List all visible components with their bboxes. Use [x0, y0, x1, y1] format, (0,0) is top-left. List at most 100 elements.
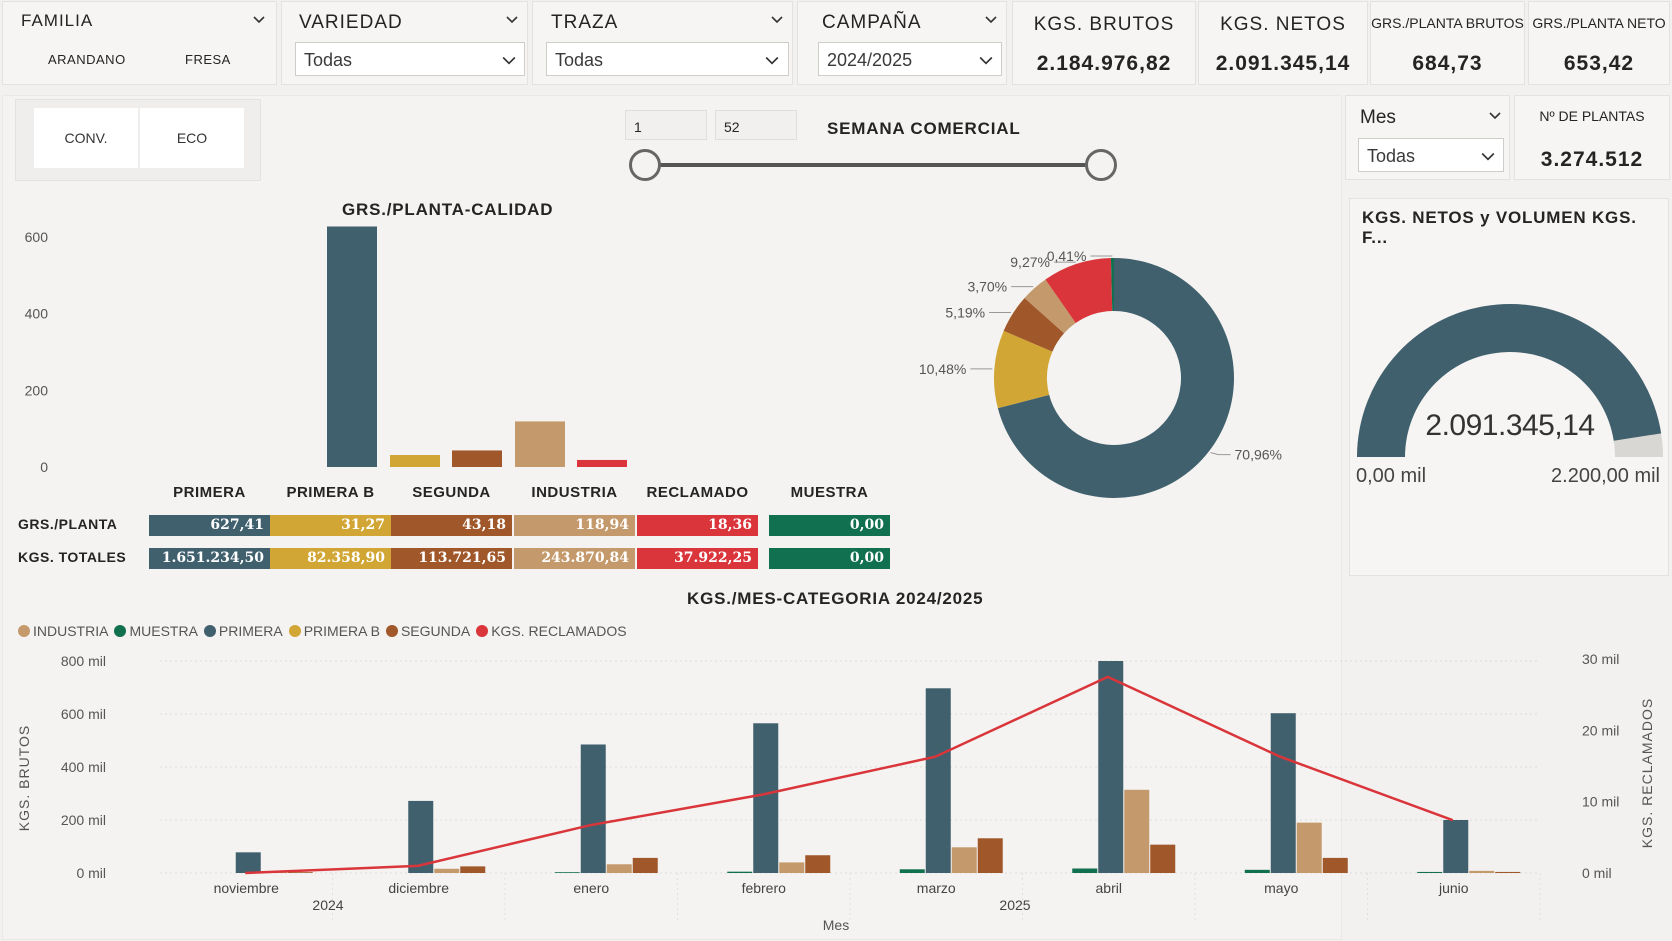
y-tick-label: 0 mil	[76, 865, 106, 881]
table-header[interactable]: RECLAMADO	[646, 484, 749, 501]
table-header[interactable]: INDUSTRIA	[531, 484, 618, 501]
legend-label: KGS. RECLAMADOS	[491, 623, 627, 639]
bar-segunda[interactable]	[452, 450, 502, 467]
chevron-down-icon[interactable]	[253, 14, 265, 26]
bar-muestra-marzo[interactable]	[899, 869, 925, 873]
bar-primera[interactable]	[327, 226, 377, 467]
legend-item[interactable]: MUESTRA	[114, 621, 198, 641]
bar-industria[interactable]	[515, 421, 565, 467]
semana-from-input[interactable]: 1	[625, 110, 707, 140]
chevron-down-icon	[1481, 152, 1495, 161]
chevron-down-icon[interactable]	[771, 14, 783, 26]
kpi-label: Nº DE PLANTAS	[1539, 108, 1645, 124]
x-tick-label: mayo	[1264, 880, 1298, 896]
bar-industria-febrero[interactable]	[779, 862, 805, 873]
bar-segunda-junio[interactable]	[1495, 871, 1521, 873]
bar-primera-noviembre[interactable]	[235, 852, 261, 873]
table-cell: 243.870,84	[514, 548, 635, 569]
donut-leader-line	[1210, 452, 1231, 456]
donut-data-label: 5,19%	[945, 304, 985, 320]
legend-label: INDUSTRIA	[33, 623, 109, 639]
legend-item[interactable]: INDUSTRIA	[18, 621, 108, 641]
donut-slice-primera[interactable]	[997, 258, 1234, 498]
variedad-value: Todas	[304, 50, 353, 70]
bar-muestra-junio[interactable]	[1417, 871, 1443, 873]
mes-value: Todas	[1367, 146, 1416, 166]
chevron-down-icon[interactable]	[506, 14, 518, 26]
bar-segunda-diciembre[interactable]	[460, 866, 486, 873]
familia-option-arandano[interactable]: ARANDANO	[48, 52, 126, 67]
semana-slider-track[interactable]	[645, 163, 1100, 167]
chevron-down-icon[interactable]	[985, 14, 997, 26]
legend-dot-icon	[288, 625, 301, 637]
traza-dropdown[interactable]: Todas	[546, 42, 789, 76]
bar-reclamado[interactable]	[577, 459, 627, 467]
bar-primera-junio[interactable]	[1443, 820, 1469, 873]
legend-item[interactable]: PRIMERA B	[288, 621, 380, 641]
bar-industria-junio[interactable]	[1469, 870, 1495, 873]
bar-muestra-enero[interactable]	[554, 872, 580, 873]
semana-to-input[interactable]: 52	[715, 110, 797, 140]
campana-dropdown[interactable]: 2024/2025	[818, 42, 1002, 76]
tipo-option-conv[interactable]: CONV.	[34, 108, 138, 168]
kpi-grs-planta-neto: GRS./PLANTA NETO 653,42	[1528, 1, 1670, 85]
donut-slice-reclamado[interactable]	[1045, 258, 1113, 324]
legend-item[interactable]: SEGUNDA	[385, 621, 470, 641]
donut-slice-segunda[interactable]	[1003, 297, 1065, 352]
table-header[interactable]: MUESTRA	[790, 484, 869, 501]
bar-segunda-abril[interactable]	[1150, 844, 1176, 873]
bar-segunda-noviembre[interactable]	[287, 872, 313, 873]
gauge-card: KGS. NETOS y VOLUMEN KGS. F... 2.091.345…	[1349, 198, 1669, 576]
bar-segunda-marzo[interactable]	[977, 838, 1003, 873]
bar-muestra-mayo[interactable]	[1244, 869, 1270, 873]
bar-primera-febrero[interactable]	[753, 723, 779, 873]
y2-axis-title: KGS. RECLAMADOS	[1639, 698, 1655, 848]
bar-primera-abril[interactable]	[1098, 661, 1124, 873]
grs-planta-bar-chart: 0 200 400 600	[25, 226, 627, 475]
campana-slicer: CAMPAÑA 2024/2025	[797, 1, 1007, 85]
x-tick-label: marzo	[917, 880, 956, 896]
x-tick-label: noviembre	[214, 880, 280, 896]
bar-primera-marzo[interactable]	[925, 688, 951, 873]
gauge-title: KGS. NETOS y VOLUMEN KGS. F...	[1362, 208, 1637, 247]
y2-tick-label: 30 mil	[1582, 651, 1619, 667]
bar-industria-diciembre[interactable]	[434, 868, 460, 873]
gauge-svg	[1357, 303, 1663, 457]
familia-option-fresa[interactable]: FRESA	[185, 52, 231, 67]
bar-industria-abril[interactable]	[1124, 789, 1150, 873]
line-kgs-reclamados[interactable]	[245, 675, 1454, 875]
table-cell: 0,00	[769, 515, 890, 536]
bar-muestra-febrero[interactable]	[727, 871, 753, 873]
bar-primera-enero[interactable]	[580, 744, 606, 873]
table-header[interactable]: PRIMERA	[173, 484, 246, 501]
bar-muestra-abril[interactable]	[1072, 868, 1098, 873]
table-row-label: GRS./PLANTA	[18, 516, 118, 532]
donut-slice-industria[interactable]	[1024, 279, 1076, 334]
bar-industria-enero[interactable]	[606, 864, 632, 873]
donut-slice-primera-b[interactable]	[994, 330, 1053, 409]
legend-item[interactable]: KGS. RECLAMADOS	[476, 621, 627, 641]
bar-segunda-enero[interactable]	[632, 857, 658, 873]
variedad-title: VARIEDAD	[299, 12, 403, 33]
legend-item[interactable]: PRIMERA	[203, 621, 283, 641]
donut-data-label: 0,41%	[1047, 248, 1087, 264]
semana-slider-handle-start[interactable]	[629, 149, 661, 181]
bar-primera-mayo[interactable]	[1270, 713, 1296, 873]
semana-slider-handle-end[interactable]	[1085, 149, 1117, 181]
bar-primera-b[interactable]	[390, 455, 440, 467]
table-header[interactable]: SEGUNDA	[412, 484, 491, 501]
donut-slice-muestra[interactable]	[1110, 258, 1114, 312]
bar-primera-diciembre[interactable]	[408, 800, 434, 873]
tipo-option-eco[interactable]: ECO	[140, 108, 244, 168]
chevron-down-icon[interactable]	[1489, 110, 1501, 122]
bar-industria-marzo[interactable]	[951, 847, 977, 873]
table-cell: 31,27	[270, 515, 391, 536]
mes-dropdown[interactable]: Todas	[1358, 138, 1504, 172]
bar-industria-mayo[interactable]	[1296, 822, 1322, 873]
bar-segunda-mayo[interactable]	[1322, 857, 1348, 873]
variedad-dropdown[interactable]: Todas	[295, 42, 525, 76]
legend-label: MUESTRA	[129, 623, 198, 639]
table-header[interactable]: PRIMERA B	[286, 484, 375, 501]
kpi-kgs-brutos: KGS. BRUTOS 2.184.976,82	[1012, 1, 1196, 85]
bar-segunda-febrero[interactable]	[805, 855, 831, 873]
